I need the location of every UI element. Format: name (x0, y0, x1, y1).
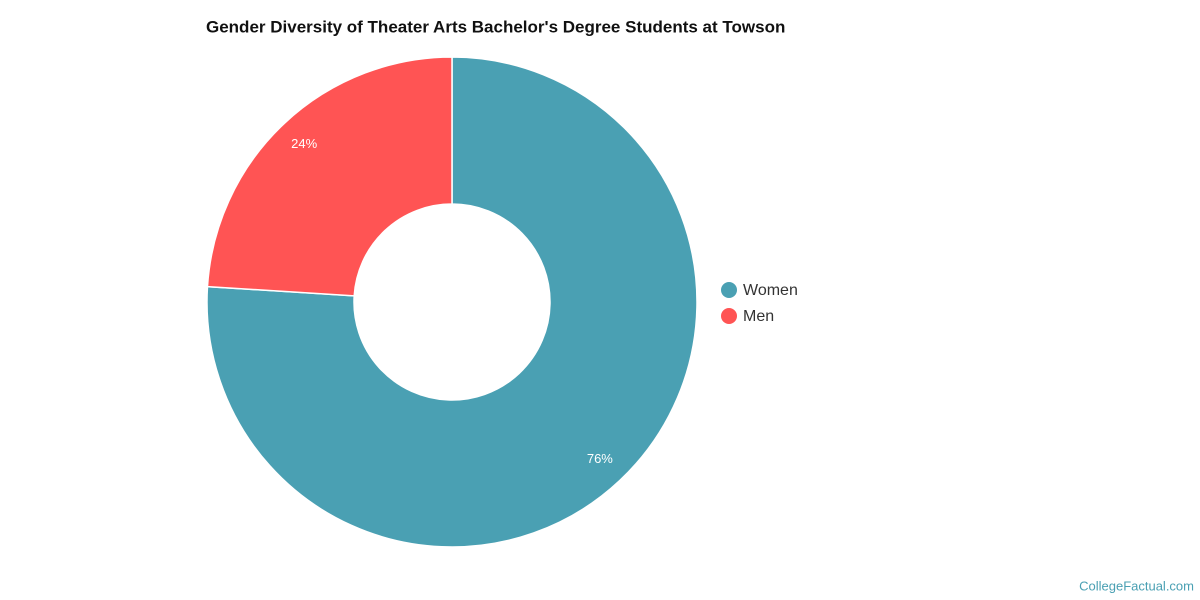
wedge (206, 56, 453, 297)
chart-title: Gender Diversity of Theater Arts Bachelo… (206, 17, 785, 36)
source-link[interactable]: CollegeFactual.com (1079, 578, 1194, 593)
legend-label[interactable]: Women (743, 282, 798, 299)
value-label: 76% (587, 451, 613, 466)
legend-swatch[interactable] (721, 282, 737, 298)
value-label: 24% (291, 136, 317, 151)
legend-swatch[interactable] (721, 308, 737, 324)
legend-label[interactable]: Men (743, 308, 774, 325)
wedge (206, 56, 698, 548)
